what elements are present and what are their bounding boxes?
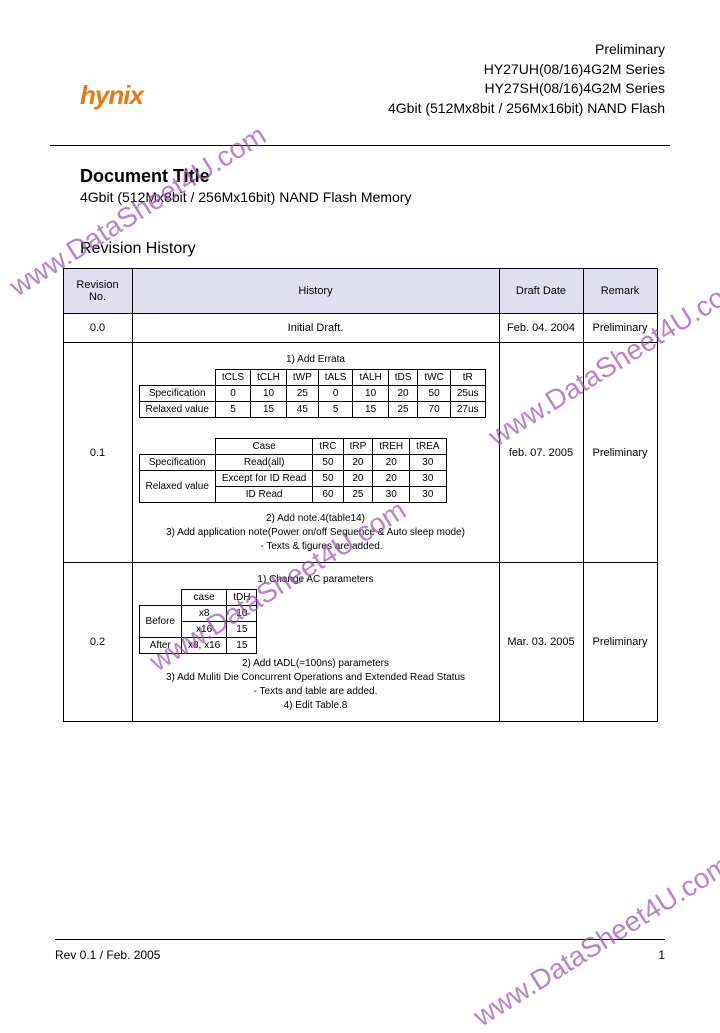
footer-right: 1 bbox=[658, 948, 665, 962]
history-cell: 1) Add Errata tCLStCLHtWPtALStALHtDStWCt… bbox=[132, 343, 499, 563]
errata-table1: tCLStCLHtWPtALStALHtDStWCtR Specificatio… bbox=[139, 369, 486, 418]
footer: Rev 0.1 / Feb. 2005 1 bbox=[55, 939, 665, 962]
top-rule bbox=[50, 145, 670, 146]
remark-cell: Preliminary bbox=[583, 343, 657, 563]
document-subtitle: 4Gbit (512Mx8bit / 256Mx16bit) NAND Flas… bbox=[80, 189, 670, 205]
history-cell: Initial Draft. bbox=[132, 314, 499, 343]
document-title: Document Title bbox=[80, 166, 670, 187]
rev-cell: 0.0 bbox=[63, 314, 132, 343]
note-2: 2) Add note.4(table14) bbox=[139, 513, 493, 524]
header-line4: 4Gbit (512Mx8bit / 256Mx16bit) NAND Flas… bbox=[388, 99, 665, 119]
date-cell: feb. 07. 2005 bbox=[499, 343, 583, 563]
table-row: 0.0 Initial Draft. Feb. 04. 2004 Prelimi… bbox=[63, 314, 657, 343]
note-3: 3) Add application note(Power on/off Seq… bbox=[139, 527, 493, 538]
footer-left: Rev 0.1 / Feb. 2005 bbox=[55, 948, 160, 962]
history-cell: 1) Change AC parameters casetDH Before x… bbox=[132, 563, 499, 722]
note-3b: - Texts & figures are added. bbox=[151, 541, 493, 552]
remark-cell: Preliminary bbox=[583, 314, 657, 343]
header-line1: Preliminary bbox=[388, 40, 665, 60]
date-cell: Feb. 04. 2004 bbox=[499, 314, 583, 343]
change-title: 1) Change AC parameters bbox=[139, 574, 493, 585]
col-remark: Remark bbox=[583, 269, 657, 314]
rev-cell: 0.1 bbox=[63, 343, 132, 563]
revision-history-title: Revision History bbox=[80, 240, 670, 258]
logo: hynix bbox=[80, 80, 143, 111]
col-history: History bbox=[132, 269, 499, 314]
col-date: Draft Date bbox=[499, 269, 583, 314]
note-3b: - Texts and table are added. bbox=[139, 686, 493, 697]
header-line2: HY27UH(08/16)4G2M Series bbox=[388, 60, 665, 80]
note-2: 2) Add tADL(=100ns) parameters bbox=[139, 658, 493, 669]
errata-table2: CasetRCtRPtREHtREA Specification Read(al… bbox=[139, 438, 447, 503]
note-3: 3) Add Muliti Die Concurrent Operations … bbox=[139, 672, 493, 683]
errata-title: 1) Add Errata bbox=[139, 354, 493, 365]
note-4: 4) Edit Table.8 bbox=[139, 700, 493, 711]
remark-cell: Preliminary bbox=[583, 563, 657, 722]
header-right: Preliminary HY27UH(08/16)4G2M Series HY2… bbox=[388, 40, 665, 118]
date-cell: Mar. 03. 2005 bbox=[499, 563, 583, 722]
revision-table: Revision No. History Draft Date Remark 0… bbox=[63, 268, 658, 722]
col-revision: Revision No. bbox=[63, 269, 132, 314]
ac-params-table: casetDH Before x810 x1615 After x8, x161… bbox=[139, 589, 258, 654]
table-row: 0.2 1) Change AC parameters casetDH Befo… bbox=[63, 563, 657, 722]
rev-cell: 0.2 bbox=[63, 563, 132, 722]
table-row: 0.1 1) Add Errata tCLStCLHtWPtALStALHtDS… bbox=[63, 343, 657, 563]
header-line3: HY27SH(08/16)4G2M Series bbox=[388, 79, 665, 99]
